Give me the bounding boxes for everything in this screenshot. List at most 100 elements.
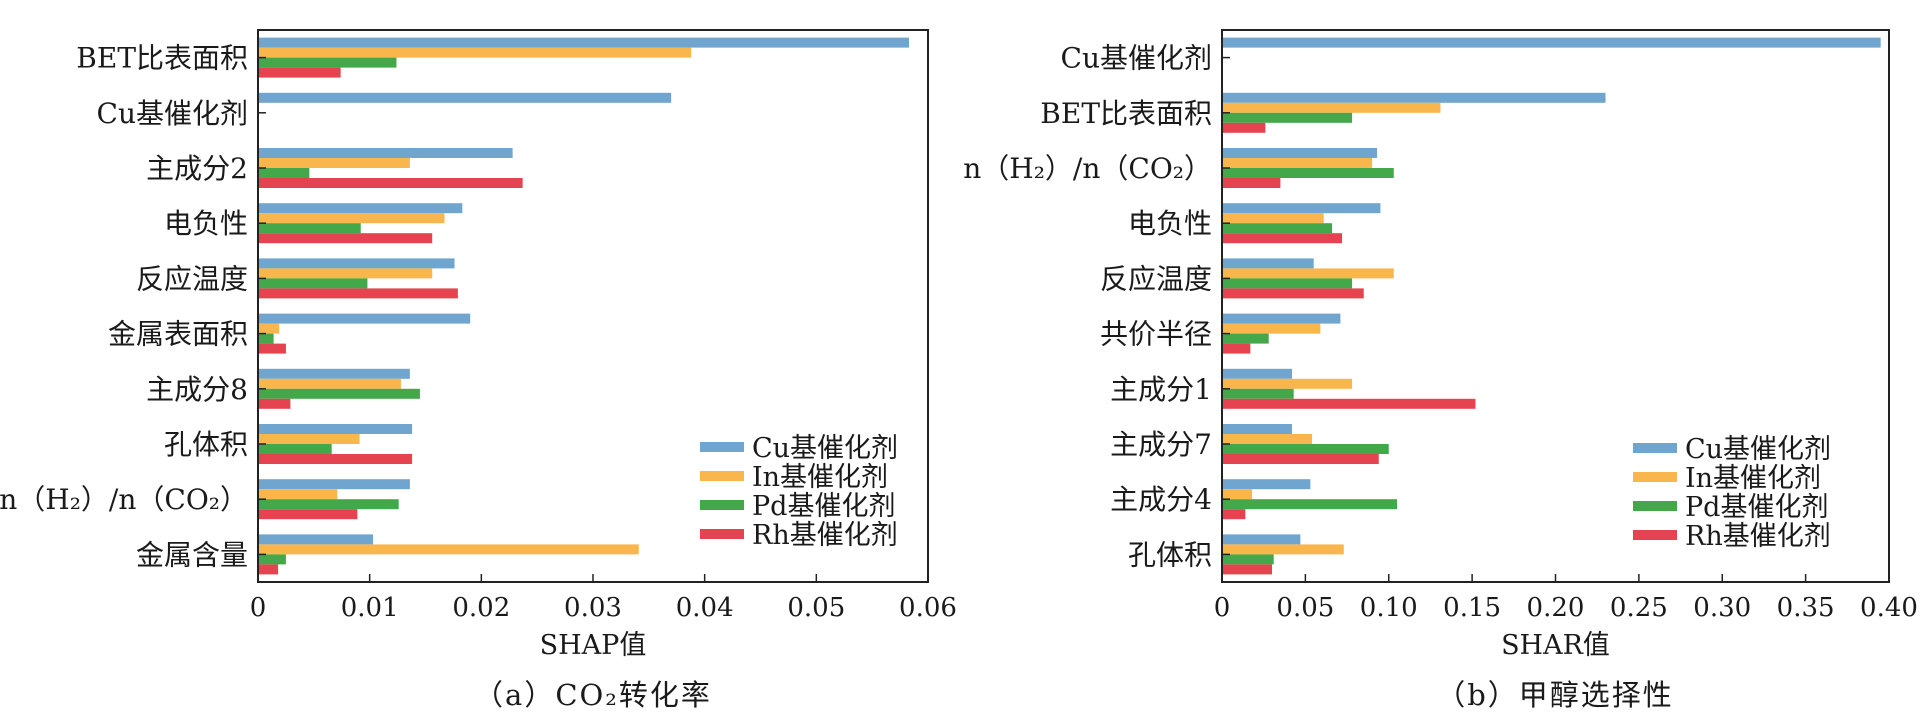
a-x-tick-label: 0.04 [676,593,734,623]
b-bar-pd-4 [1222,278,1353,289]
b-category-label: n（H₂）/n（CO₂） [963,152,1212,185]
b-x-tick-label: 0.40 [1860,593,1918,623]
b-bar-pd-2 [1222,168,1394,178]
b-bar-in-4 [1222,268,1394,279]
a-bar-pd-2 [258,168,310,178]
b-bar-rh-2 [1222,178,1281,188]
b-bar-cu-2 [1222,148,1378,158]
b-bar-in-8 [1222,489,1253,500]
a-bar-pd-7 [258,444,332,454]
b-bar-rh-6 [1222,398,1476,409]
b-bar-in-9 [1222,544,1344,555]
a-bar-pd-9 [258,554,286,565]
b-bar-pd-8 [1222,499,1398,510]
b-category-label: BET比表面积 [1040,97,1212,130]
a-bar-cu-8 [258,479,410,490]
b-bar-cu-8 [1222,479,1311,490]
b-legend-swatch-cu [1633,443,1677,453]
a-panel-caption: （a）CO₂转化率 [474,678,712,712]
b-x-tick-label: 0.35 [1777,593,1835,623]
a-bar-pd-3 [258,223,361,234]
a-bar-in-9 [258,544,639,555]
a-bar-rh-8 [258,509,358,520]
b-bar-in-2 [1222,158,1373,168]
a-category-label: BET比表面积 [76,42,248,75]
b-panel-caption: （b）甲醇选择性 [1436,678,1674,712]
b-bar-cu-5 [1222,313,1341,324]
a-bar-rh-4 [258,288,458,299]
a-legend-label: Cu基催化剂 [752,433,898,464]
b-legend-label: Rh基催化剂 [1685,521,1831,552]
a-bar-in-8 [258,489,338,500]
a-category-label: Cu基催化剂 [97,97,248,130]
b-bar-in-7 [1222,434,1313,444]
a-bar-pd-0 [258,57,397,68]
a-bar-pd-6 [258,388,420,399]
b-bar-cu-4 [1222,258,1314,269]
b-category-label: 孔体积 [1128,538,1212,571]
b-x-tick-label: 0.15 [1443,593,1501,623]
a-bar-cu-6 [258,368,410,379]
panel-b-shap-methanol-selectivity: Cu基催化剂 BET比表面积 n（H₂）/n（CO₂） 电负性反应温度共价半径主成分1… [963,29,1918,712]
a-x-tick-label: 0.06 [899,593,957,623]
b-bar-pd-3 [1222,223,1333,234]
panel-a-shap-co2-conversion: BET比表面积Cu基催化剂主成分2电负性反应温度金属表面积主成分8孔体积n（H₂… [0,29,957,712]
b-bar-pd-7 [1222,444,1389,454]
b-bar-rh-8 [1222,509,1246,520]
b-category-label: 共价半径 [1100,318,1212,351]
a-legend-swatch-pd [700,500,744,510]
a-legend-swatch-in [700,471,744,481]
b-legend-swatch-in [1633,472,1677,482]
b-bar-rh-3 [1222,233,1343,244]
b-bar-pd-9 [1222,554,1274,565]
a-x-tick-label: 0.01 [341,593,399,623]
b-legend-swatch-pd [1633,501,1677,511]
b-category-label: 主成分7 [1110,428,1212,461]
b-bar-cu-3 [1222,203,1381,214]
b-bar-rh-7 [1222,454,1379,464]
a-category-label: 反应温度 [136,262,248,295]
a-category-label: 电负性 [164,207,248,240]
b-bar-cu-1 [1222,92,1606,103]
b-bar-in-5 [1222,323,1321,334]
b-x-tick-label: 0 [1214,593,1231,623]
b-bar-pd-1 [1222,112,1353,123]
b-bar-cu-0 [1222,37,1881,48]
b-legend-swatch-rh [1633,530,1677,540]
a-bar-pd-4 [258,278,368,289]
b-bar-cu-6 [1222,368,1293,379]
a-bar-cu-2 [258,148,513,158]
a-bar-rh-5 [258,343,286,354]
b-category-label: 主成分1 [1110,373,1212,406]
b-bar-pd-5 [1222,333,1269,344]
a-x-axis-label: SHAP值 [540,630,647,661]
b-bar-in-3 [1222,213,1324,224]
a-bar-rh-0 [258,67,341,78]
b-legend-label: Pd基催化剂 [1685,492,1828,523]
a-bar-in-6 [258,378,401,389]
b-legend-label: In基催化剂 [1685,463,1821,494]
a-category-label: 主成分2 [146,152,248,185]
b-category-label: 反应温度 [1100,262,1212,295]
a-x-tick-label: 0.03 [564,593,622,623]
a-bar-cu-1 [258,92,672,103]
b-legend-label: Cu基催化剂 [1685,434,1831,465]
a-bar-in-4 [258,268,433,279]
a-bar-cu-7 [258,424,413,434]
a-category-label: n（H₂）/n（CO₂） [0,483,248,516]
a-legend-swatch-cu [700,442,744,452]
a-bar-cu-3 [258,203,463,214]
a-x-tick-label: 0.05 [787,593,845,623]
a-bar-rh-9 [258,564,279,575]
a-legend-label: Rh基催化剂 [752,520,898,551]
a-bar-in-5 [258,323,280,334]
b-x-tick-label: 0.25 [1610,593,1668,623]
a-category-label: 金属表面积 [108,318,248,351]
a-bar-rh-3 [258,233,433,244]
b-bar-rh-9 [1222,564,1273,575]
b-bar-in-6 [1222,378,1353,389]
b-x-tick-label: 0.20 [1527,593,1585,623]
a-legend-label: In基催化剂 [752,462,888,493]
a-bar-in-3 [258,213,445,224]
